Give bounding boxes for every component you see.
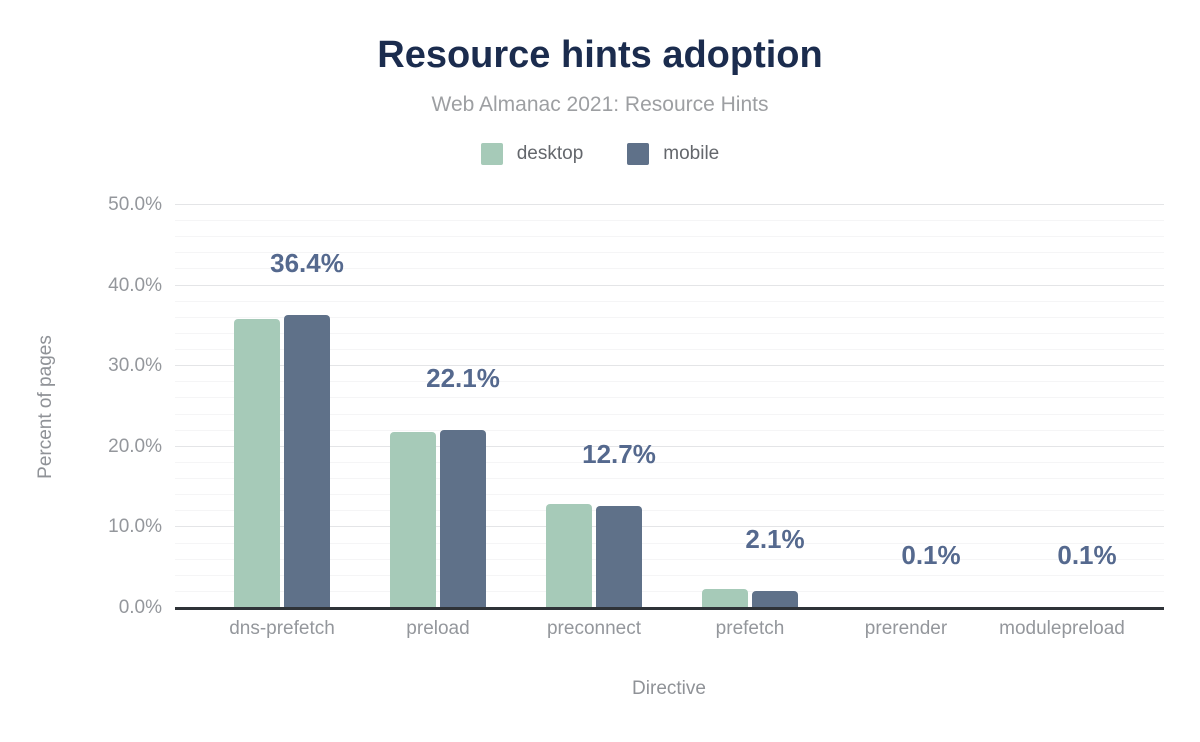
- y-tick-label: 20.0%: [108, 435, 162, 457]
- x-tick-label-preload: preload: [406, 618, 470, 639]
- bar-value-label-preconnect: 12.7%: [582, 438, 656, 469]
- y-tick-label: 40.0%: [108, 274, 162, 296]
- gridline-major: [175, 445, 1164, 447]
- gridline-minor: [175, 413, 1164, 415]
- plot-area: 36.4% 22.1% 12.7% 2.1% 0.1% 0.1%: [175, 204, 1164, 610]
- x-tick-label-prefetch: prefetch: [715, 618, 785, 639]
- bar-value-label-preload: 22.1%: [426, 362, 500, 393]
- gridline-minor: [175, 220, 1164, 222]
- bar-value-label-modulepreload: 0.1%: [1057, 540, 1117, 571]
- x-axis-title: Directive: [632, 678, 706, 699]
- gridline-minor: [175, 252, 1164, 254]
- bar-value-label-dns-prefetch: 36.4%: [270, 247, 344, 278]
- gridline-major: [175, 526, 1164, 528]
- gridline-minor: [175, 300, 1164, 302]
- bar-desktop-preconnect[interactable]: [546, 504, 592, 608]
- y-tick-label: 50.0%: [108, 194, 162, 215]
- x-tick-label-dns-prefetch: dns-prefetch: [229, 618, 335, 639]
- bar-group-preconnect: [546, 504, 642, 608]
- gridline-major: [175, 365, 1164, 367]
- gridline-minor: [175, 478, 1164, 480]
- bar-group-dns-prefetch: [234, 314, 330, 608]
- gridline-minor: [175, 510, 1164, 512]
- gridline-major: [175, 284, 1164, 286]
- bar-desktop-preload[interactable]: [390, 432, 436, 608]
- x-axis-line: [175, 607, 1164, 610]
- legend-swatch-mobile: [627, 143, 650, 165]
- gridline-minor: [175, 268, 1164, 270]
- gridline-minor: [175, 574, 1164, 576]
- gridline-minor: [175, 381, 1164, 383]
- chart-title: Resource hints adoption: [377, 34, 823, 76]
- bar-desktop-dns-prefetch[interactable]: [234, 319, 280, 608]
- gridline-minor: [175, 461, 1164, 463]
- gridline-minor: [175, 558, 1164, 560]
- bar-mobile-dns-prefetch[interactable]: [284, 314, 330, 608]
- y-tick-label: 0.0%: [118, 597, 162, 618]
- gridline-minor: [175, 349, 1164, 351]
- y-axis-ticks: 0.0% 10.0% 20.0% 30.0% 40.0% 50.0%: [0, 194, 162, 618]
- bar-value-label-prefetch: 2.1%: [745, 524, 805, 555]
- bar-group-preload: [390, 429, 486, 608]
- gridline-minor: [175, 397, 1164, 399]
- gridline-minor: [175, 542, 1164, 544]
- gridline-major: [175, 204, 1164, 205]
- legend-label: desktop: [516, 143, 584, 164]
- chart-legend: desktop mobile: [0, 143, 1200, 165]
- x-tick-label-preconnect: preconnect: [546, 618, 642, 639]
- x-tick-label-modulepreload: modulepreload: [999, 618, 1125, 639]
- bar-desktop-prefetch[interactable]: [702, 589, 748, 608]
- gridline-minor: [175, 236, 1164, 238]
- bar-mobile-preconnect[interactable]: [596, 505, 642, 608]
- gridline-minor: [175, 494, 1164, 496]
- gridline-minor: [175, 429, 1164, 431]
- legend-label: mobile: [663, 143, 720, 164]
- legend-item-desktop[interactable]: desktop: [480, 143, 584, 165]
- gridline-minor: [175, 590, 1164, 592]
- y-tick-label: 10.0%: [108, 516, 162, 538]
- x-tick-label-prerender: prerender: [864, 618, 948, 639]
- gridline-minor: [175, 332, 1164, 334]
- bar-mobile-prefetch[interactable]: [752, 591, 798, 608]
- y-tick-label: 30.0%: [108, 355, 162, 377]
- legend-swatch-desktop: [480, 143, 503, 165]
- bar-group-prefetch: [702, 589, 798, 608]
- gridline-minor: [175, 316, 1164, 318]
- chart-subtitle: Web Almanac 2021: Resource Hints: [431, 93, 769, 116]
- legend-item-mobile[interactable]: mobile: [627, 143, 719, 165]
- bar-value-label-prerender: 0.1%: [901, 540, 961, 571]
- bar-mobile-preload[interactable]: [440, 429, 486, 608]
